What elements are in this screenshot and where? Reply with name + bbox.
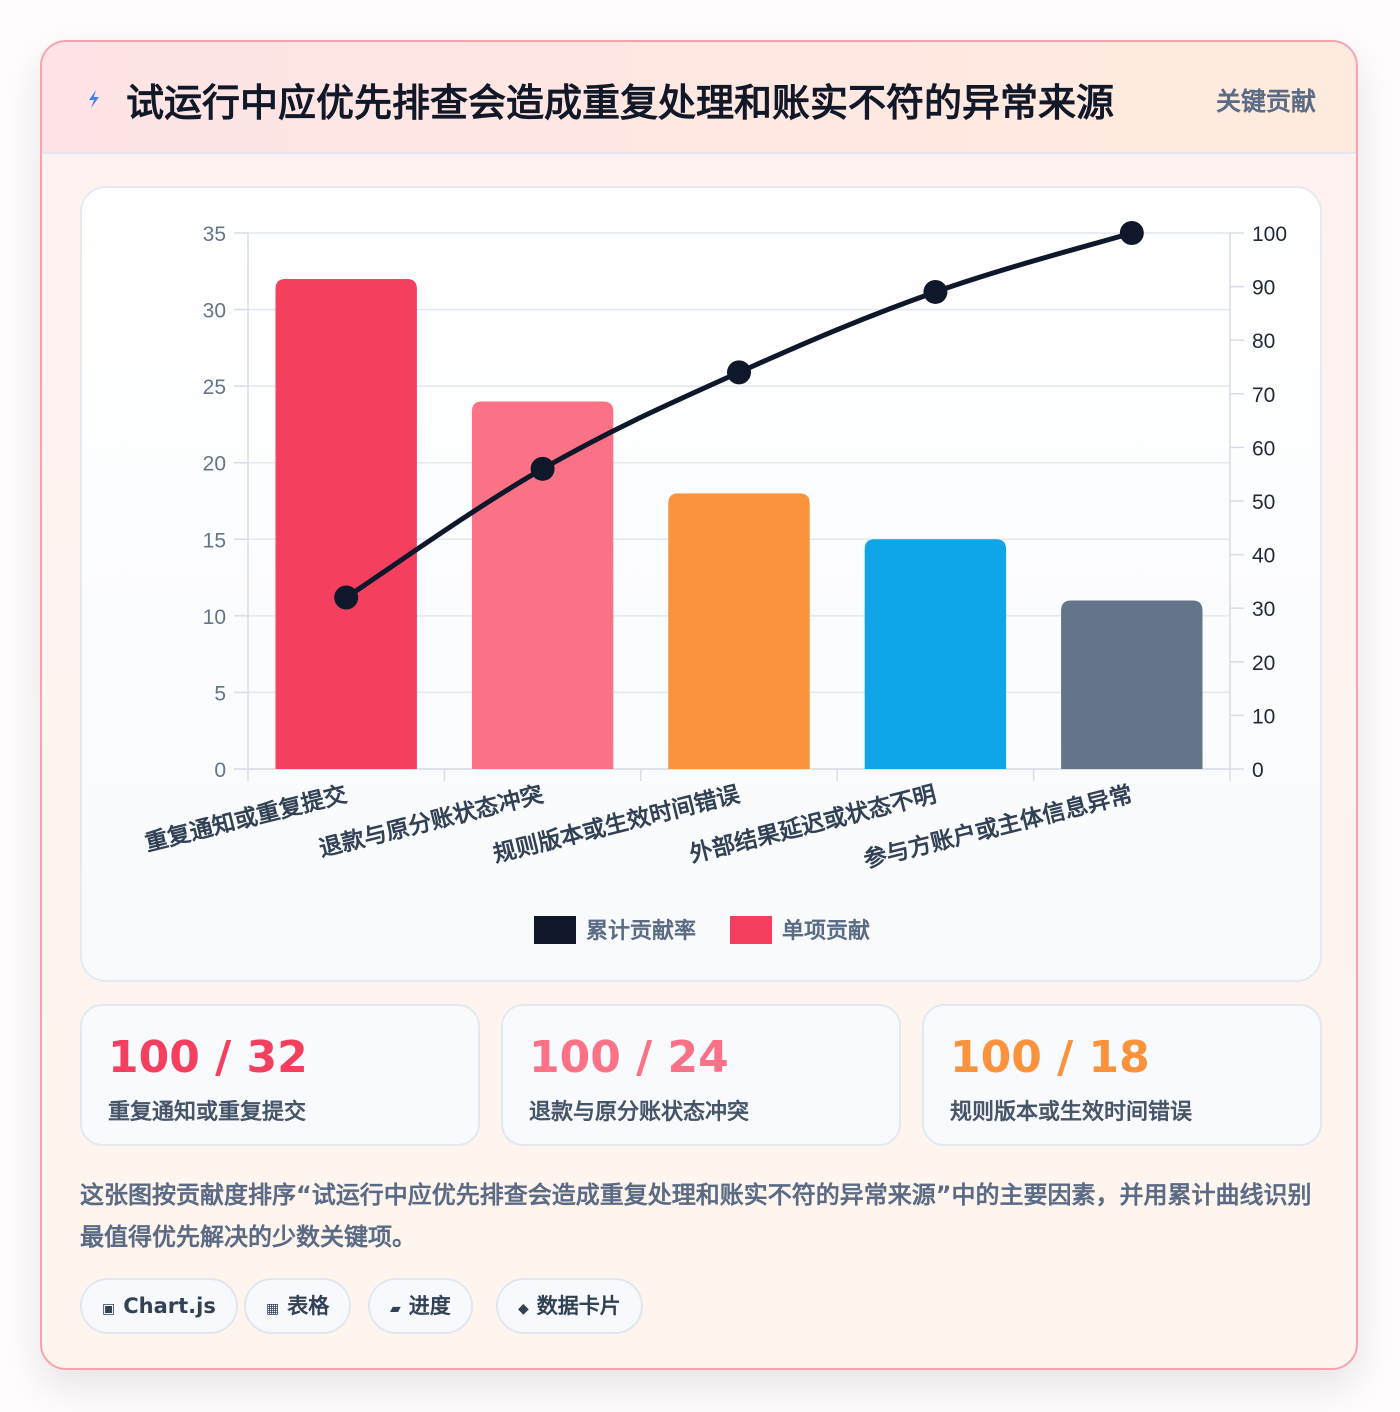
chip-data-card[interactable]: ◆ 数据卡片 [496,1278,643,1334]
chip-label: Chart.js [123,1294,216,1318]
y-left-tick-label: 30 [203,300,226,323]
legend-swatch [534,916,576,944]
cumulative-point [1119,221,1144,245]
y-left-tick-label: 15 [203,529,226,552]
y-left-tick-label: 0 [214,759,226,782]
legend-label: 单项贡献 [782,918,870,944]
stat-value: 100 / 18 [950,1032,1150,1083]
bar [275,278,417,769]
y-right-tick-label: 40 [1252,545,1275,568]
cumulative-point [334,585,359,610]
y-right-tick-label: 100 [1252,223,1287,246]
chip-label: 数据卡片 [536,1294,621,1318]
y-left-tick-label: 5 [214,682,226,705]
y-right-tick-label: 30 [1252,598,1275,621]
stat-cards: 100 / 32 重复通知或重复提交 100 / 24 退款与原分账状态冲突 1… [80,1004,1322,1146]
stat-label: 规则版本或生效时间错误 [950,1100,1193,1125]
card-header: 试运行中应优先排查会造成重复处理和账实不符的异常来源 关键贡献 [42,42,1356,154]
table-icon: ▦ [266,1301,280,1317]
chart-card: 试运行中应优先排查会造成重复处理和账实不符的异常来源 关键贡献 0 5 10 15 20… [40,40,1358,1370]
tech-chips: ▣ Chart.js ▦ 表格 ▰ 进度 ◆ 数据卡片 [80,1278,1320,1336]
y-left-tick-label: 10 [203,606,226,629]
y-right-tick-label: 50 [1252,491,1275,514]
stat-label: 退款与原分账状态冲突 [529,1100,750,1125]
y-right-tick-label: 10 [1252,705,1275,728]
legend-label: 累计贡献率 [586,918,696,944]
legend-swatch [730,916,772,944]
cumulative-point [530,456,555,481]
y-right-tick-label: 70 [1252,384,1275,407]
y-right-tick-label: 60 [1252,437,1275,460]
stat-card: 100 / 24 退款与原分账状态冲突 [501,1004,901,1146]
stat-card: 100 / 32 重复通知或重复提交 [80,1004,480,1146]
chart-description: 这张图按贡献度排序“试运行中应优先排查会造成重复处理和账实不符的异常来源”中的主… [80,1181,1312,1251]
lightning-icon [89,90,99,108]
bar [668,493,810,769]
cumulative-point [923,279,948,304]
card-icon: ◆ [518,1301,529,1317]
chart-icon: ▣ [102,1301,116,1317]
y-left-tick-label: 25 [203,376,226,399]
y-right-tick-label: 90 [1252,277,1275,300]
chip-progress[interactable]: ▰ 进度 [368,1278,473,1334]
chip-chartjs[interactable]: ▣ Chart.js [80,1278,238,1334]
y-left-tick-label: 35 [203,223,226,246]
stat-value: 100 / 24 [529,1032,729,1083]
y-right-tick-label: 80 [1252,330,1275,353]
progress-icon: ▰ [390,1301,401,1317]
stat-label: 重复通知或重复提交 [108,1100,307,1125]
y-right-tick-label: 20 [1252,652,1275,675]
cumulative-point [727,360,751,385]
stat-card: 100 / 18 规则版本或生效时间错误 [922,1004,1322,1146]
chip-label: 表格 [287,1294,330,1318]
y-right-tick-label: 0 [1252,759,1264,782]
bar [471,401,614,769]
page-title: 试运行中应优先排查会造成重复处理和账实不符的异常来源 [126,81,1115,125]
pareto-chart: 051015202530350102030405060708090100重复通知… [142,221,1287,944]
chart-panel: 0 5 10 15 20 25 30 35 0 10 20 30 40 50 60 70 80 90 100 重复通知… [80,186,1322,982]
bar [1061,600,1203,769]
key-contribution-badge: 关键贡献 [1215,87,1316,116]
y-left-tick-label: 20 [203,453,226,476]
chip-table[interactable]: ▦ 表格 [244,1278,352,1334]
bar [864,539,1007,769]
chip-label: 进度 [408,1294,451,1318]
stat-value: 100 / 32 [108,1032,308,1083]
